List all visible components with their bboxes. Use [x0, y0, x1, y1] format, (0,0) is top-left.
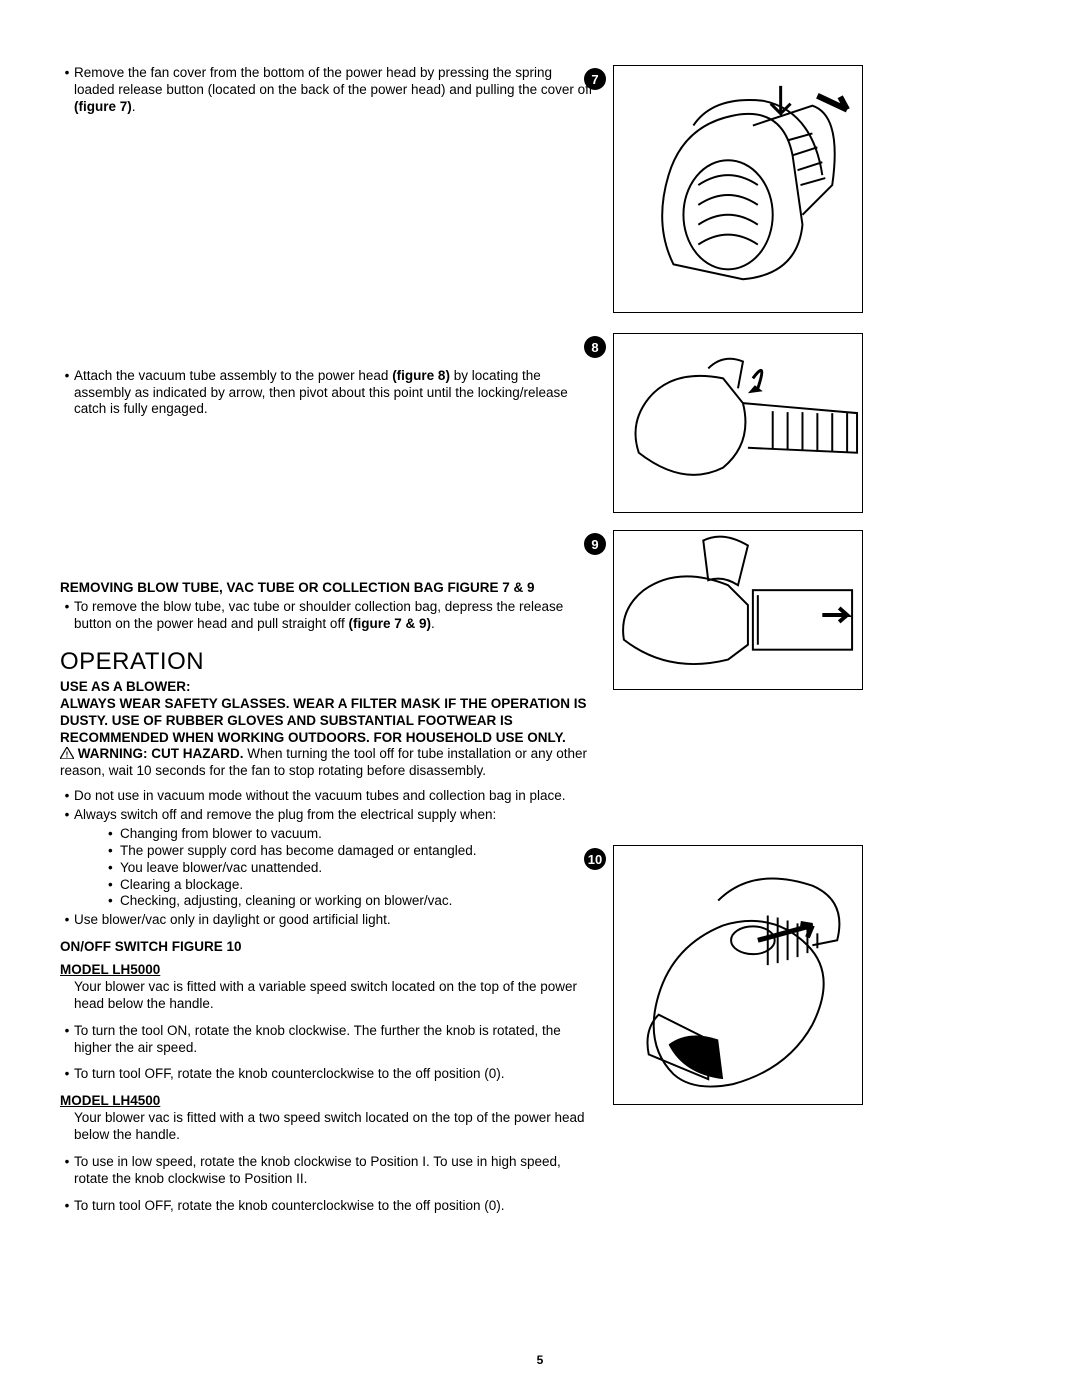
bullet-text: Clearing a blockage. — [120, 877, 595, 894]
figure-10-box: 10 — [613, 845, 863, 1105]
spacer — [60, 420, 595, 580]
bullet-dot: • — [60, 912, 74, 929]
bullet-dot: • — [60, 1154, 74, 1188]
warning-label: WARNING: CUT HAZARD. — [78, 746, 244, 761]
svg-text:!: ! — [66, 751, 69, 760]
bullet-dot: • — [108, 843, 120, 860]
figure-9-badge: 9 — [584, 533, 606, 555]
bullet-dot: • — [60, 807, 74, 824]
left-column: • Remove the fan cover from the bottom o… — [60, 65, 595, 1217]
figure-7-illustration — [614, 66, 862, 312]
bullet-text: To remove the blow tube, vac tube or sho… — [74, 599, 595, 633]
bullet-text: To use in low speed, rotate the knob clo… — [74, 1154, 595, 1188]
model-lh5000-heading: MODEL LH5000 — [60, 962, 595, 979]
page-content: • Remove the fan cover from the bottom o… — [60, 65, 1020, 1217]
bullet-dot: • — [60, 599, 74, 633]
figure-7-box: 7 — [613, 65, 863, 313]
text-segment: To remove the blow tube, vac tube or sho… — [74, 599, 563, 631]
bullet-text: Remove the fan cover from the bottom of … — [74, 65, 595, 116]
page-number: 5 — [537, 1353, 544, 1367]
bullet-m2-speed: • To use in low speed, rotate the knob c… — [60, 1154, 595, 1188]
bullet-text: You leave blower/vac unattended. — [120, 860, 595, 877]
sub-bullet-changing: •Changing from blower to vacuum. — [108, 826, 595, 843]
sub-bullet-checking: •Checking, adjusting, cleaning or workin… — [108, 893, 595, 910]
bullet-text: Checking, adjusting, cleaning or working… — [120, 893, 595, 910]
bullet-dot: • — [60, 1198, 74, 1215]
bullet-dot: • — [108, 893, 120, 910]
figure-ref: (figure 7 & 9) — [348, 616, 431, 631]
spacer — [60, 780, 595, 788]
bullet-fan-cover: • Remove the fan cover from the bottom o… — [60, 65, 595, 116]
bullet-text: Use blower/vac only in daylight or good … — [74, 912, 595, 929]
figure-ref: (figure 8) — [392, 368, 450, 383]
bullet-dot: • — [60, 1066, 74, 1083]
figure-8-illustration — [614, 334, 862, 512]
bullet-daylight: • Use blower/vac only in daylight or goo… — [60, 912, 595, 929]
bullet-text: Do not use in vacuum mode without the va… — [74, 788, 595, 805]
bullet-text: Changing from blower to vacuum. — [120, 826, 595, 843]
figure-7-badge: 7 — [584, 68, 606, 90]
bullet-vacuum-tube: • Attach the vacuum tube assembly to the… — [60, 368, 595, 419]
bullet-text: Always switch off and remove the plug fr… — [74, 807, 595, 824]
bullet-switch-off: • Always switch off and remove the plug … — [60, 807, 595, 824]
bullet-dot: • — [60, 65, 74, 116]
warning-triangle-icon: ! — [60, 747, 74, 759]
bullet-text: To turn tool OFF, rotate the knob counte… — [74, 1198, 595, 1215]
text-segment: Attach the vacuum tube assembly to the p… — [74, 368, 392, 383]
warning-line: ! WARNING: CUT HAZARD. When turning the … — [60, 746, 595, 780]
bullet-text: To turn the tool ON, rotate the knob clo… — [74, 1023, 595, 1057]
bullet-text: Attach the vacuum tube assembly to the p… — [74, 368, 595, 419]
sub-bullet-unattended: •You leave blower/vac unattended. — [108, 860, 595, 877]
text-segment: . — [132, 99, 136, 114]
text-segment: Remove the fan cover from the bottom of … — [74, 65, 592, 97]
bullet-text: To turn tool OFF, rotate the knob counte… — [74, 1066, 595, 1083]
figure-8-box: 8 — [613, 333, 863, 513]
use-as-blower-heading: USE AS A BLOWER: — [60, 679, 595, 696]
bullet-removing: • To remove the blow tube, vac tube or s… — [60, 599, 595, 633]
model2-desc: Your blower vac is fitted with a two spe… — [74, 1110, 595, 1144]
model1-desc: Your blower vac is fitted with a variabl… — [74, 979, 595, 1013]
bullet-text: The power supply cord has become damaged… — [120, 843, 595, 860]
bullet-dot: • — [60, 1023, 74, 1057]
model-lh4500-heading: MODEL LH4500 — [60, 1093, 595, 1110]
safety-text: ALWAYS WEAR SAFETY GLASSES. WEAR A FILTE… — [60, 696, 595, 747]
bullet-dot: • — [108, 860, 120, 877]
removing-heading: REMOVING BLOW TUBE, VAC TUBE OR COLLECTI… — [60, 580, 595, 597]
bullet-m1-on: • To turn the tool ON, rotate the knob c… — [60, 1023, 595, 1057]
spacer — [60, 118, 595, 368]
operation-title: OPERATION — [60, 647, 595, 677]
bullet-m1-off: • To turn tool OFF, rotate the knob coun… — [60, 1066, 595, 1083]
bullet-dot: • — [108, 877, 120, 894]
bullet-dot: • — [108, 826, 120, 843]
text-segment: . — [431, 616, 435, 631]
figure-9-illustration — [614, 531, 862, 689]
sub-bullet-blockage: •Clearing a blockage. — [108, 877, 595, 894]
onoff-heading: ON/OFF SWITCH FIGURE 10 — [60, 939, 595, 956]
figure-10-illustration — [614, 846, 862, 1104]
figure-8-badge: 8 — [584, 336, 606, 358]
bullet-dot: • — [60, 368, 74, 419]
bullet-no-vacuum: • Do not use in vacuum mode without the … — [60, 788, 595, 805]
bullet-m2-off: • To turn tool OFF, rotate the knob coun… — [60, 1198, 595, 1215]
bullet-dot: • — [60, 788, 74, 805]
figure-9-box: 9 — [613, 530, 863, 690]
figure-ref: (figure 7) — [74, 99, 132, 114]
sub-bullet-cord: •The power supply cord has become damage… — [108, 843, 595, 860]
right-column: 7 8 — [613, 65, 863, 1217]
figure-10-badge: 10 — [584, 848, 606, 870]
